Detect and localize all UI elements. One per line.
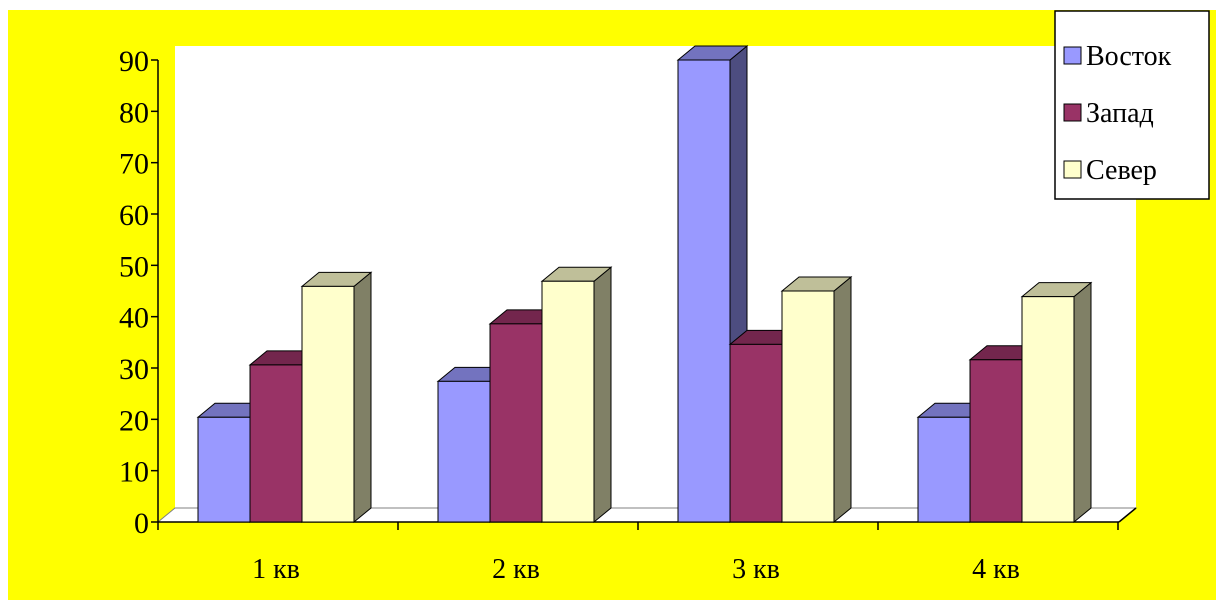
y-tick-label: 40 bbox=[119, 302, 149, 335]
x-tick-label: 3 кв bbox=[732, 554, 780, 585]
bar-front bbox=[969, 359, 1023, 523]
bars bbox=[196, 44, 1093, 524]
bar-front bbox=[729, 343, 783, 523]
bar-front bbox=[489, 323, 543, 523]
plot-walls bbox=[156, 46, 1138, 523]
x-tick-label: 2 кв bbox=[492, 554, 540, 585]
bar-front bbox=[301, 285, 355, 523]
x-axis-depth-line bbox=[1118, 507, 1137, 523]
bar bbox=[780, 275, 853, 524]
bar-front bbox=[677, 59, 731, 523]
y-tick-label: 30 bbox=[119, 353, 149, 386]
bar bbox=[540, 266, 613, 524]
y-tick-label: 70 bbox=[119, 148, 149, 181]
legend-label: Восток bbox=[1086, 41, 1172, 72]
bar-front bbox=[781, 290, 835, 523]
legend: Восток Запад Север bbox=[1054, 10, 1210, 200]
bar-front bbox=[437, 380, 491, 523]
y-tick-label: 50 bbox=[119, 250, 149, 283]
legend-swatch bbox=[1063, 160, 1082, 179]
legend-swatch bbox=[1063, 46, 1082, 65]
y-tick-label: 80 bbox=[119, 96, 149, 129]
y-tick-label: 20 bbox=[119, 404, 149, 437]
legend-label: Запад bbox=[1086, 98, 1154, 129]
y-tick-label: 90 bbox=[119, 45, 149, 78]
bar-side bbox=[353, 271, 372, 524]
bar-side bbox=[593, 266, 612, 524]
bar-front bbox=[249, 364, 303, 523]
bar-front bbox=[1021, 296, 1075, 523]
y-tick-label: 0 bbox=[134, 507, 149, 540]
bar bbox=[1020, 281, 1093, 524]
bar-front bbox=[197, 416, 251, 523]
legend-label: Север bbox=[1086, 155, 1157, 186]
y-tick-label: 10 bbox=[119, 456, 149, 489]
chart-frame: 0 10 20 30 40 50 60 70 80 90 1 кв 2 кв 3 кв 4 кв Вост… bbox=[8, 10, 1216, 600]
bar bbox=[300, 271, 373, 524]
y-tick-label: 60 bbox=[119, 199, 149, 232]
bar-side bbox=[833, 275, 852, 524]
bar-front bbox=[917, 416, 971, 523]
bar-front bbox=[541, 280, 595, 523]
bar-chart: 0 10 20 30 40 50 60 70 80 90 1 кв 2 кв 3 кв 4 кв Вост… bbox=[119, 10, 1210, 585]
back-wall bbox=[175, 46, 1136, 508]
x-tick-label: 4 кв bbox=[972, 554, 1020, 585]
legend-swatch bbox=[1063, 103, 1082, 122]
x-tick-label: 1 кв bbox=[252, 554, 300, 585]
bar-side bbox=[1073, 281, 1092, 524]
